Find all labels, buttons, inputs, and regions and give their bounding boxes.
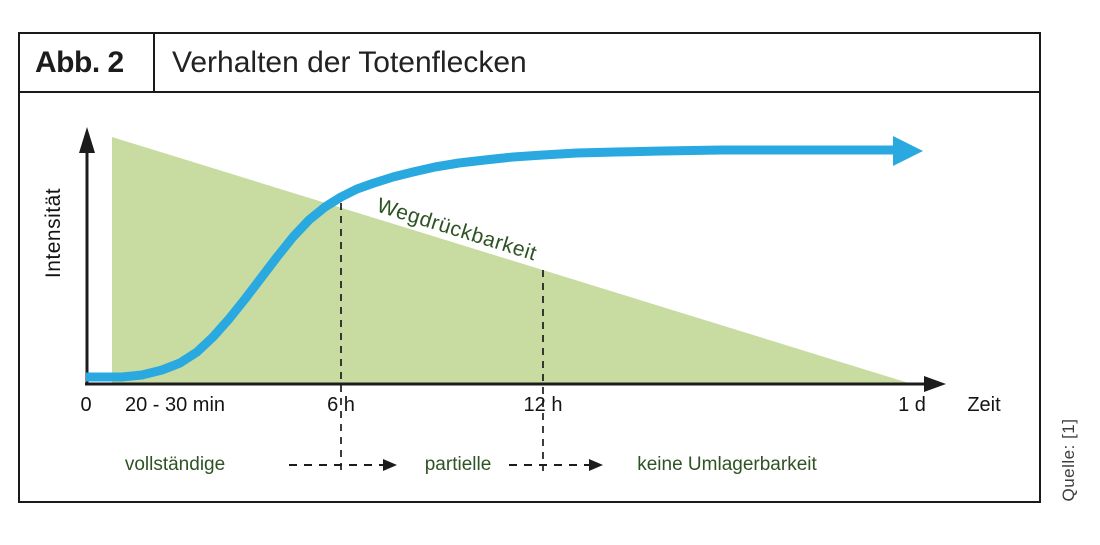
zone-label-partielle: partielle — [424, 454, 492, 475]
figure-number: Abb. 2 — [35, 45, 124, 79]
x-tick-12h: 12 h — [523, 394, 563, 416]
zone-arrowhead-icon-0 — [383, 459, 397, 471]
y-axis-arrowhead-icon — [79, 127, 95, 153]
intensity-curve — [86, 145, 894, 382]
intensity-curve-arrowhead-icon — [893, 136, 923, 166]
x-tick-1d: 1 d — [898, 394, 926, 416]
x-tick-0: 0 — [80, 394, 92, 416]
x-axis-label: Zeit — [967, 394, 1001, 416]
zone-arrowhead-icon-1 — [589, 459, 603, 471]
figure-header: Abb. 2 Verhalten der Totenflecken — [20, 34, 1039, 93]
figure-number-cell: Abb. 2 — [20, 34, 155, 91]
figure-title-cell: Verhalten der Totenflecken — [155, 34, 527, 91]
x-tick-20-30min: 20 - 30 min — [124, 394, 226, 416]
wegdrueckbarkeit-area — [112, 137, 912, 384]
x-tick-6h: 6 h — [327, 394, 355, 416]
zone-label-vollstaendige: vollständige — [124, 454, 226, 475]
figure-title: Verhalten der Totenflecken — [172, 45, 527, 79]
source-reference: Quelle: [1] — [1059, 418, 1078, 502]
figure-frame: Abb. 2 Verhalten der Totenflecken — [18, 32, 1041, 503]
y-axis-label: Intensität — [42, 187, 65, 279]
x-axis-arrowhead-icon — [924, 376, 946, 392]
zone-label-keine-umlagerbarkeit: keine Umlagerbarkeit — [637, 454, 817, 475]
